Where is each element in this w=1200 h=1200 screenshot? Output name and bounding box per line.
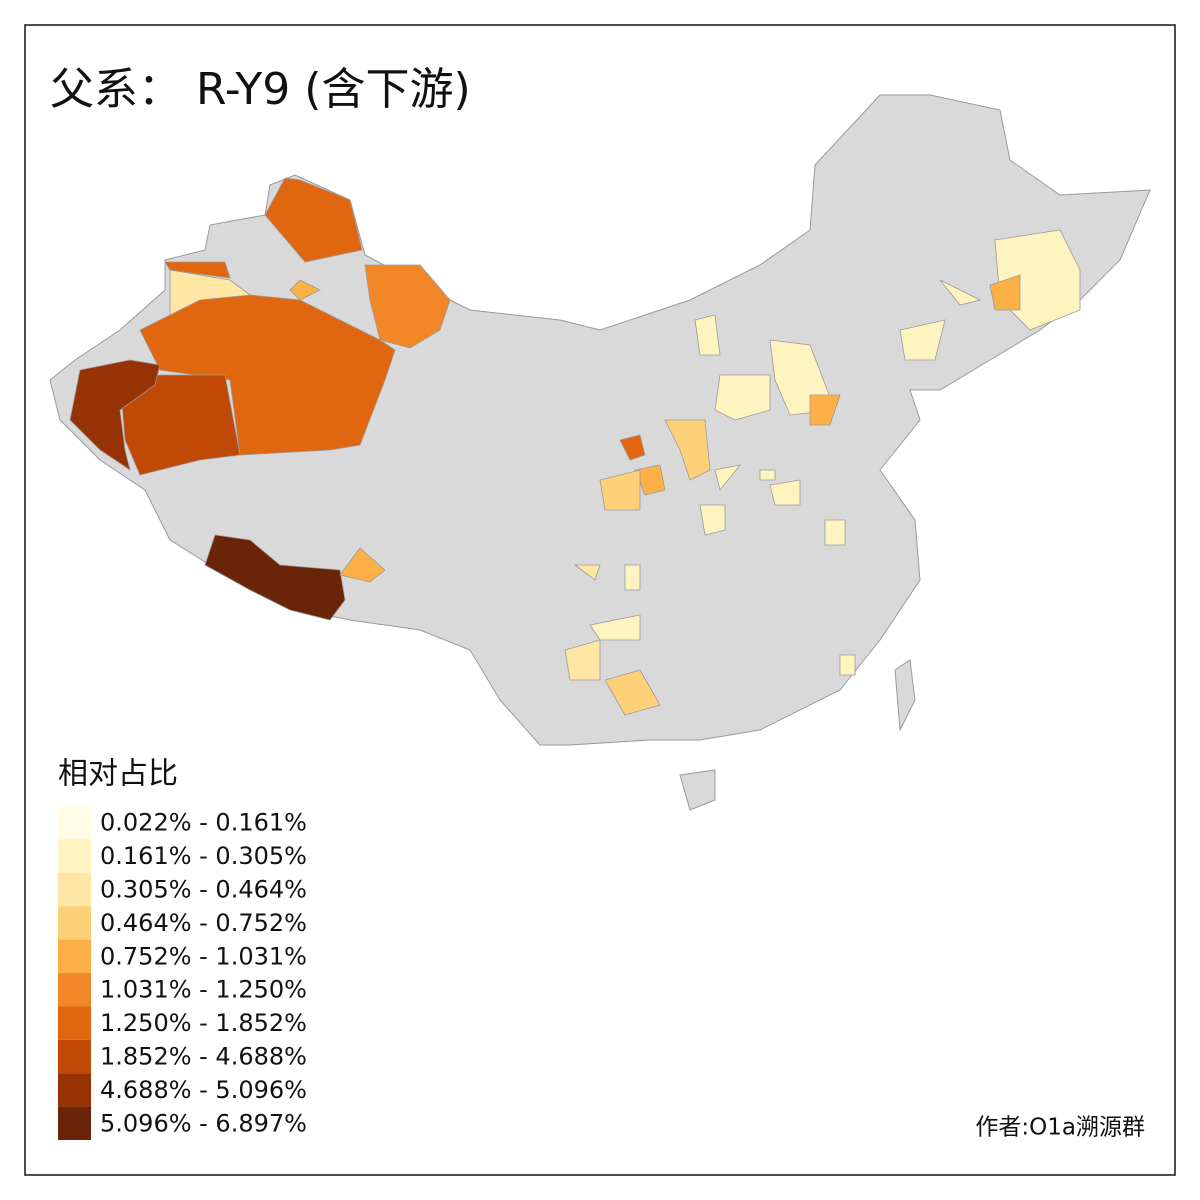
region: [989, 274, 1021, 311]
region: [364, 264, 451, 349]
island: [679, 769, 716, 811]
legend-label: 0.305% - 0.464%: [100, 876, 307, 904]
region: [204, 534, 346, 621]
legend-swatch: [58, 839, 91, 873]
region: [604, 669, 661, 716]
map: [49, 94, 1151, 811]
region: [939, 279, 982, 306]
region: [564, 639, 601, 681]
legend-label: 1.852% - 4.688%: [100, 1043, 307, 1071]
region: [664, 419, 711, 481]
credit: 作者:O1a溯源群: [975, 1115, 1145, 1141]
legend-swatch: [58, 939, 91, 973]
legend-swatch: [58, 1039, 91, 1074]
region: [759, 469, 776, 481]
region: [69, 359, 161, 471]
island: [894, 659, 916, 732]
region: [624, 564, 641, 591]
region: [694, 314, 721, 356]
region: [169, 269, 252, 316]
region: [714, 464, 741, 491]
legend-label: 0.161% - 0.305%: [100, 842, 307, 870]
legend-title: 相对占比: [58, 757, 178, 792]
legend-swatch: [58, 906, 91, 940]
legend-label: 4.688% - 5.096%: [100, 1076, 307, 1104]
legend-label: 0.752% - 1.031%: [100, 942, 307, 970]
legend-swatch: [58, 1006, 91, 1040]
region: [589, 614, 641, 641]
region: [899, 319, 946, 361]
legend: 0.022% - 0.161% 0.161% - 0.305% 0.305% - 0…: [58, 806, 307, 1140]
legend-swatch: [58, 806, 91, 840]
legend-label: 1.031% - 1.250%: [100, 976, 307, 1004]
region: [714, 374, 771, 421]
legend-swatch: [58, 973, 91, 1007]
region: [824, 519, 846, 546]
region: [289, 279, 321, 301]
region: [119, 374, 241, 476]
region: [619, 434, 646, 461]
legend-swatch: [58, 872, 91, 907]
legend-label: 0.464% - 0.752%: [100, 909, 307, 937]
region: [769, 479, 801, 506]
region: [164, 261, 231, 279]
legend-swatch: [58, 1073, 91, 1107]
region: [264, 177, 363, 263]
region: [839, 654, 856, 676]
region: [339, 547, 386, 583]
legend-label: 5.096% - 6.897%: [100, 1109, 307, 1137]
region: [699, 504, 726, 536]
region: [573, 564, 601, 581]
map-title: 父系： R-Y9 (含下游): [50, 64, 471, 115]
legend-swatch: [58, 1106, 91, 1140]
region: [809, 394, 841, 426]
region: [599, 469, 641, 511]
legend-label: 1.250% - 1.852%: [100, 1009, 307, 1037]
legend-label: 0.022% - 0.161%: [100, 809, 307, 837]
region: [634, 464, 666, 496]
